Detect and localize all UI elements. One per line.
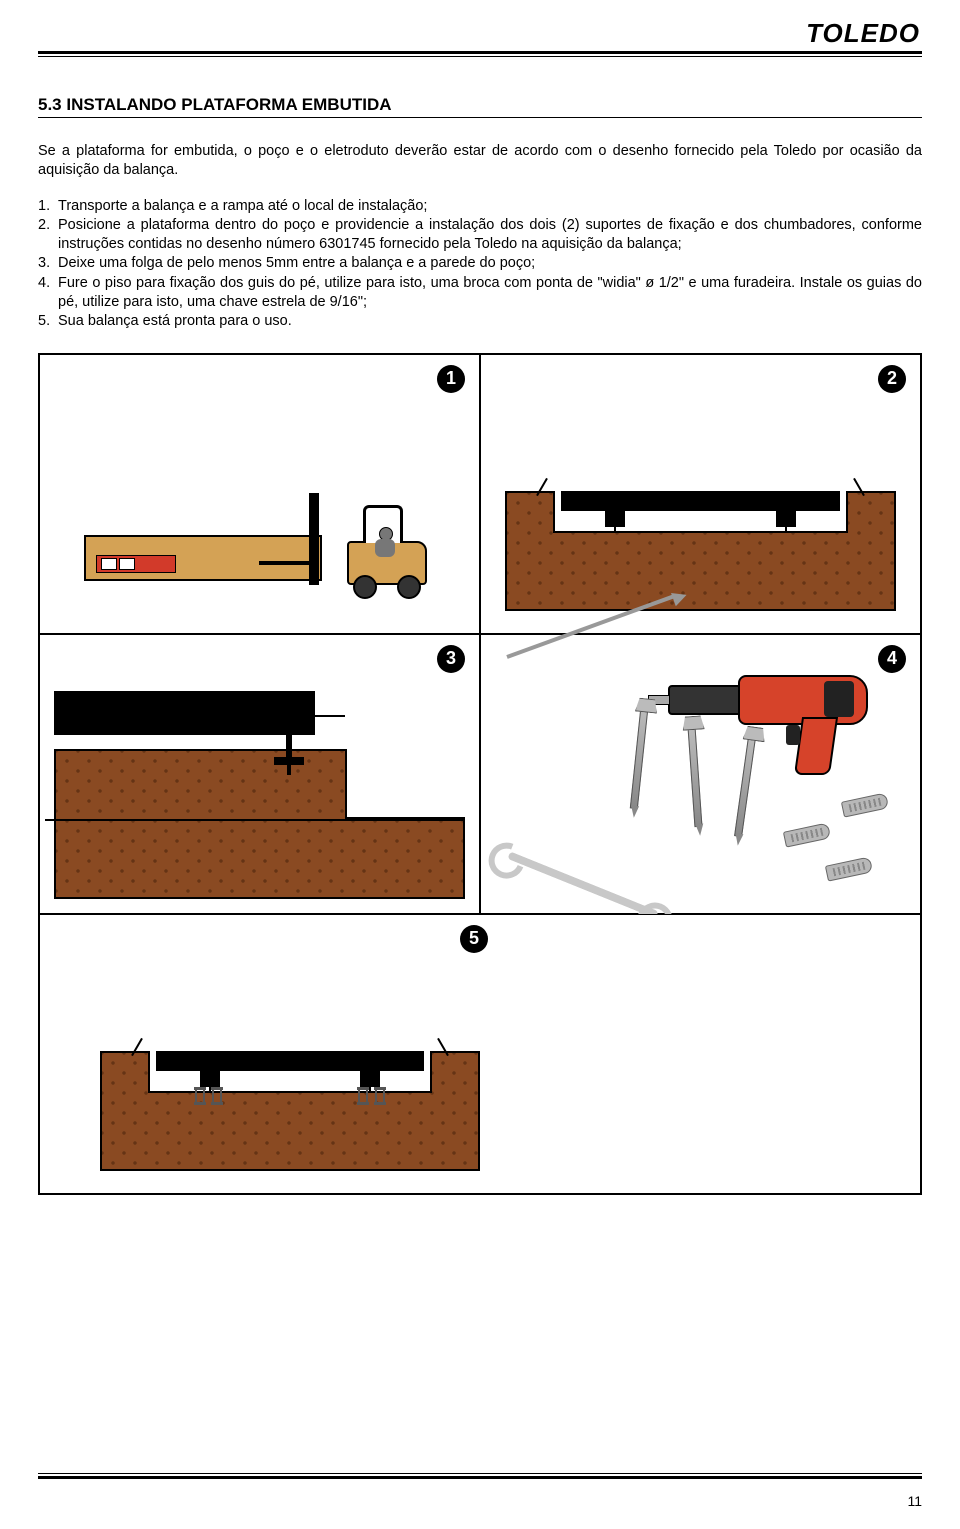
step-num: 1. [38,197,58,216]
intro-paragraph: Se a plataforma for embutida, o poço e o… [38,142,922,179]
header-rule-thick [38,51,922,54]
pit-illustration [505,421,896,611]
step-badge-1: 1 [437,365,465,393]
diagram-cell-3: 3 [39,634,480,914]
pallet-icon [84,535,322,581]
bolt-icon [358,1087,368,1105]
step-text: Posicione a plataforma dentro do poço e … [58,216,922,254]
section-title: 5.3 INSTALANDO PLATAFORMA EMBUTIDA [38,95,922,115]
diagram-grid: 1 2 [38,353,922,1195]
steps-list: 1.Transporte a balança e a rampa até o l… [38,197,922,331]
leg-icon [605,511,625,527]
bolt-icon [195,1087,205,1105]
section-underline [38,117,922,118]
diagram-cell-2: 2 [480,354,921,634]
platform-icon [54,691,315,735]
pit-closeup-illustration [54,691,465,899]
diagram-cell-4: 4 [480,634,921,914]
leg-icon [776,511,796,527]
pit-final-illustration [100,981,480,1171]
forklift-illustration [84,449,435,599]
forklift-icon [307,491,435,599]
header-rule-thin [38,56,922,57]
step-num: 2. [38,216,58,254]
step-text: Sua balança está pronta para o uso. [58,312,922,331]
anchor-icon [825,856,873,881]
step-badge-2: 2 [878,365,906,393]
step-num: 4. [38,274,58,312]
step-badge-3: 3 [437,645,465,673]
bolt-icon [375,1087,385,1105]
diagram-cell-1: 1 [39,354,480,634]
anchor-icon [783,822,831,847]
brand-logo: TOLEDO [38,18,922,49]
step-text: Fure o piso para fixação dos guis do pé,… [58,274,922,312]
platform-icon [156,1051,424,1071]
tools-illustration [495,649,906,899]
step-badge-5: 5 [460,925,488,953]
leg-detail-icon [274,735,304,773]
pallet-label-icon [96,555,176,573]
footer-rules [38,1473,922,1481]
leg-icon [200,1071,220,1087]
step-text: Transporte a balança e a rampa até o loc… [58,197,922,216]
step-num: 5. [38,312,58,331]
anchor-icon [841,792,889,817]
platform-icon [561,491,840,511]
step-text: Deixe uma folga de pelo menos 5mm entre … [58,254,922,273]
leg-icon [360,1071,380,1087]
step-num: 3. [38,254,58,273]
bolt-icon [212,1087,222,1105]
diagram-cell-5: 5 [39,914,921,1194]
page-number: 11 [907,1493,922,1509]
wrench-icon [507,851,658,918]
screw-icon [630,709,648,809]
